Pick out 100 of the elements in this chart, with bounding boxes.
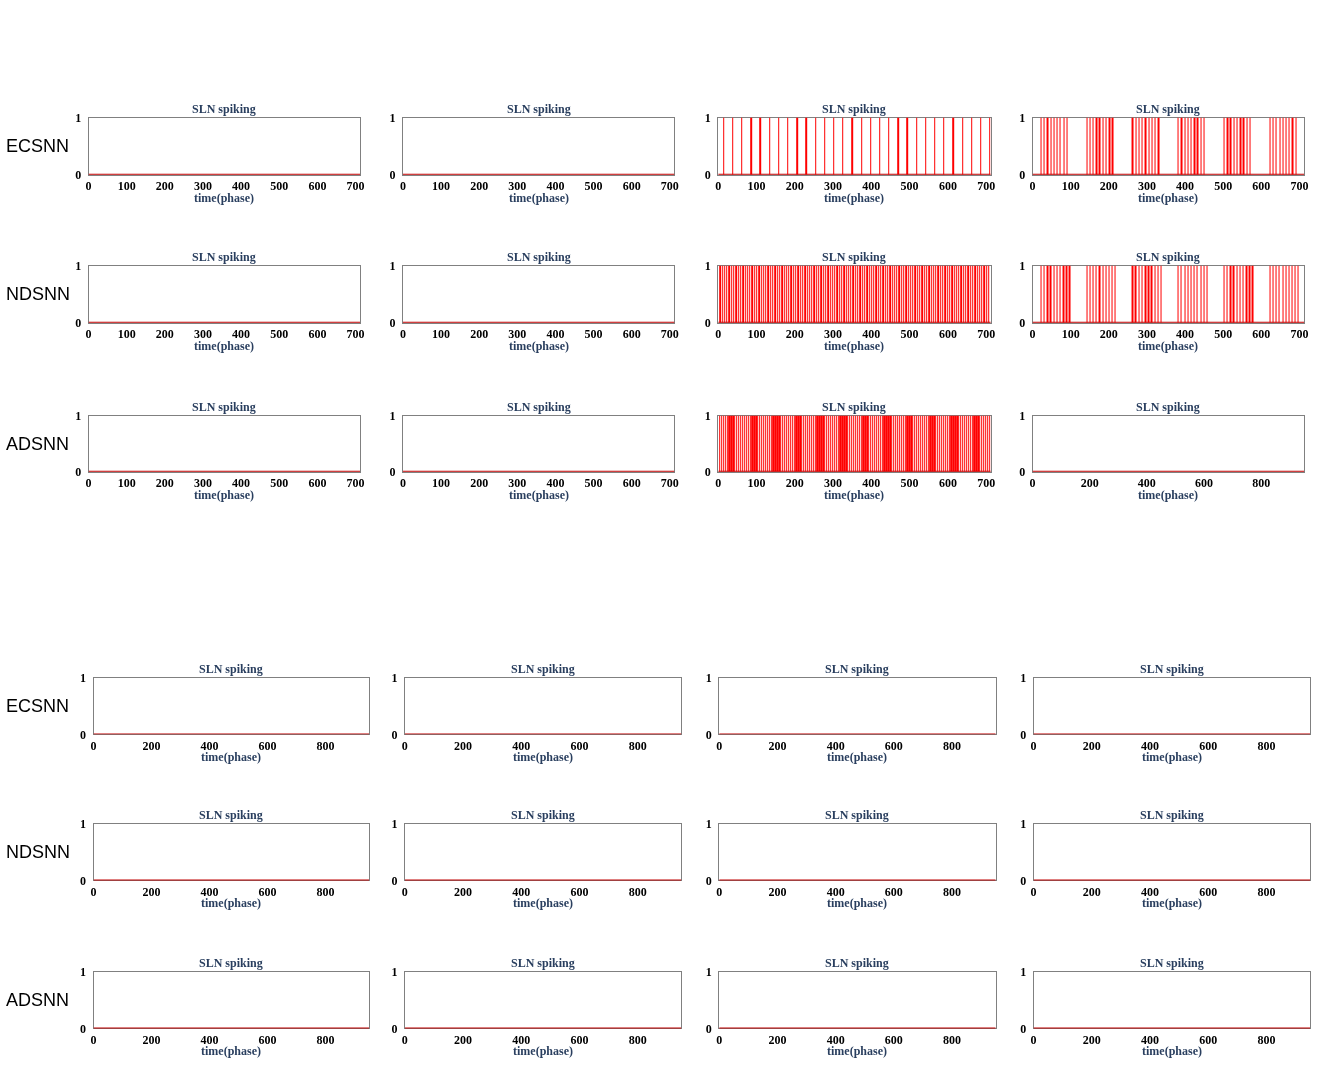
- y-tick-label: 0: [80, 727, 87, 742]
- x-axis-title: time(phase): [201, 1044, 261, 1058]
- y-tick-label: 0: [1019, 316, 1026, 331]
- x-tick-label: 400: [200, 738, 219, 753]
- chart-title: SLN spiking: [822, 400, 886, 414]
- x-tick-label: 300: [193, 327, 212, 342]
- y-tick-label: 1: [75, 258, 82, 273]
- chart-title: SLN spiking: [1136, 102, 1200, 116]
- chart-title: SLN spiking: [511, 662, 575, 676]
- x-tick-label: 400: [1140, 738, 1159, 753]
- x-tick-label: 500: [584, 179, 603, 194]
- x-tick-label: 300: [508, 476, 527, 491]
- x-tick-label: 700: [346, 327, 365, 342]
- y-tick-label: 0: [705, 873, 712, 888]
- x-tick-label: 100: [1061, 179, 1080, 194]
- x-tick-label: 400: [546, 476, 565, 491]
- x-tick-label: 800: [1257, 884, 1276, 899]
- y-tick-label: 1: [391, 671, 398, 686]
- x-tick-label: 600: [1252, 179, 1271, 194]
- x-tick-label: 700: [1290, 327, 1309, 342]
- y-tick-label: 0: [389, 465, 396, 480]
- x-tick-label: 0: [1030, 1032, 1037, 1047]
- y-tick-label: 0: [391, 727, 398, 742]
- x-axis-title: time(phase): [824, 339, 884, 353]
- y-tick-label: 1: [391, 817, 398, 832]
- x-tick-label: 0: [401, 738, 408, 753]
- x-tick-label: 400: [1140, 884, 1159, 899]
- x-tick-label: 400: [200, 884, 219, 899]
- x-tick-label: 0: [1030, 738, 1037, 753]
- y-tick-label: 1: [389, 110, 396, 125]
- x-tick-label: 0: [90, 738, 97, 753]
- x-tick-label: 100: [747, 179, 766, 194]
- x-tick-label: 600: [570, 1032, 589, 1047]
- y-tick-label: 1: [1019, 408, 1026, 423]
- x-tick-label: 400: [1140, 1032, 1159, 1047]
- x-tick-label: 400: [1137, 476, 1156, 491]
- x-tick-label: 0: [401, 884, 408, 899]
- chart-title: SLN spiking: [192, 102, 256, 116]
- x-tick-label: 300: [193, 476, 212, 491]
- x-tick-label: 300: [824, 327, 843, 342]
- x-axis-title: time(phase): [201, 750, 261, 764]
- y-tick-label: 1: [704, 258, 711, 273]
- y-tick-label: 0: [1019, 167, 1026, 182]
- x-tick-label: 200: [1082, 884, 1101, 899]
- x-tick-label: 0: [716, 884, 723, 899]
- x-axis-title: time(phase): [194, 339, 254, 353]
- x-tick-label: 400: [232, 179, 251, 194]
- x-tick-label: 600: [884, 1032, 903, 1047]
- x-tick-label: 200: [454, 738, 473, 753]
- x-tick-label: 200: [785, 327, 804, 342]
- y-tick-label: 0: [75, 465, 82, 480]
- y-tick-label: 1: [80, 965, 87, 980]
- y-axis-title: NDSNN: [6, 842, 71, 862]
- x-tick-label: 400: [546, 327, 565, 342]
- chart-title: SLN spiking: [507, 250, 571, 264]
- chart-title: SLN spiking: [825, 956, 889, 970]
- x-tick-label: 200: [1099, 179, 1118, 194]
- x-tick-label: 500: [900, 327, 919, 342]
- x-axis-title: time(phase): [1142, 750, 1202, 764]
- y-tick-label: 0: [1020, 1021, 1027, 1036]
- x-tick-label: 400: [512, 738, 531, 753]
- x-axis-title: time(phase): [509, 339, 569, 353]
- x-tick-label: 600: [1199, 884, 1218, 899]
- y-tick-label: 0: [704, 465, 711, 480]
- x-tick-label: 400: [862, 179, 881, 194]
- y-tick-label: 0: [704, 167, 711, 182]
- x-tick-label: 500: [270, 327, 289, 342]
- x-tick-label: 800: [628, 884, 647, 899]
- x-tick-label: 0: [90, 1032, 97, 1047]
- chart-title: SLN spiking: [192, 400, 256, 414]
- x-tick-label: 700: [660, 179, 679, 194]
- chart-title: SLN spiking: [199, 808, 263, 822]
- x-axis-title: time(phase): [509, 488, 569, 502]
- x-tick-label: 200: [155, 476, 174, 491]
- x-tick-label: 600: [938, 179, 957, 194]
- x-tick-label: 300: [508, 327, 527, 342]
- x-tick-label: 100: [432, 179, 451, 194]
- x-tick-label: 400: [826, 884, 845, 899]
- y-tick-label: 0: [391, 873, 398, 888]
- y-tick-label: 1: [389, 408, 396, 423]
- y-tick-label: 0: [75, 316, 82, 331]
- chart-title: SLN spiking: [1136, 250, 1200, 264]
- x-tick-label: 600: [258, 738, 277, 753]
- x-tick-label: 600: [622, 179, 641, 194]
- x-tick-label: 200: [142, 884, 161, 899]
- x-tick-label: 600: [884, 738, 903, 753]
- chart-title: SLN spiking: [1136, 400, 1200, 414]
- y-tick-label: 0: [389, 167, 396, 182]
- x-tick-label: 500: [270, 179, 289, 194]
- x-tick-label: 600: [938, 476, 957, 491]
- x-tick-label: 500: [584, 476, 603, 491]
- x-tick-label: 0: [401, 1032, 408, 1047]
- x-tick-label: 200: [785, 476, 804, 491]
- x-tick-label: 400: [232, 476, 251, 491]
- x-tick-label: 600: [1252, 327, 1271, 342]
- y-tick-label: 1: [1020, 671, 1027, 686]
- x-tick-label: 800: [943, 884, 962, 899]
- y-tick-label: 1: [705, 817, 712, 832]
- y-tick-label: 0: [391, 1021, 398, 1036]
- chart-title: SLN spiking: [507, 400, 571, 414]
